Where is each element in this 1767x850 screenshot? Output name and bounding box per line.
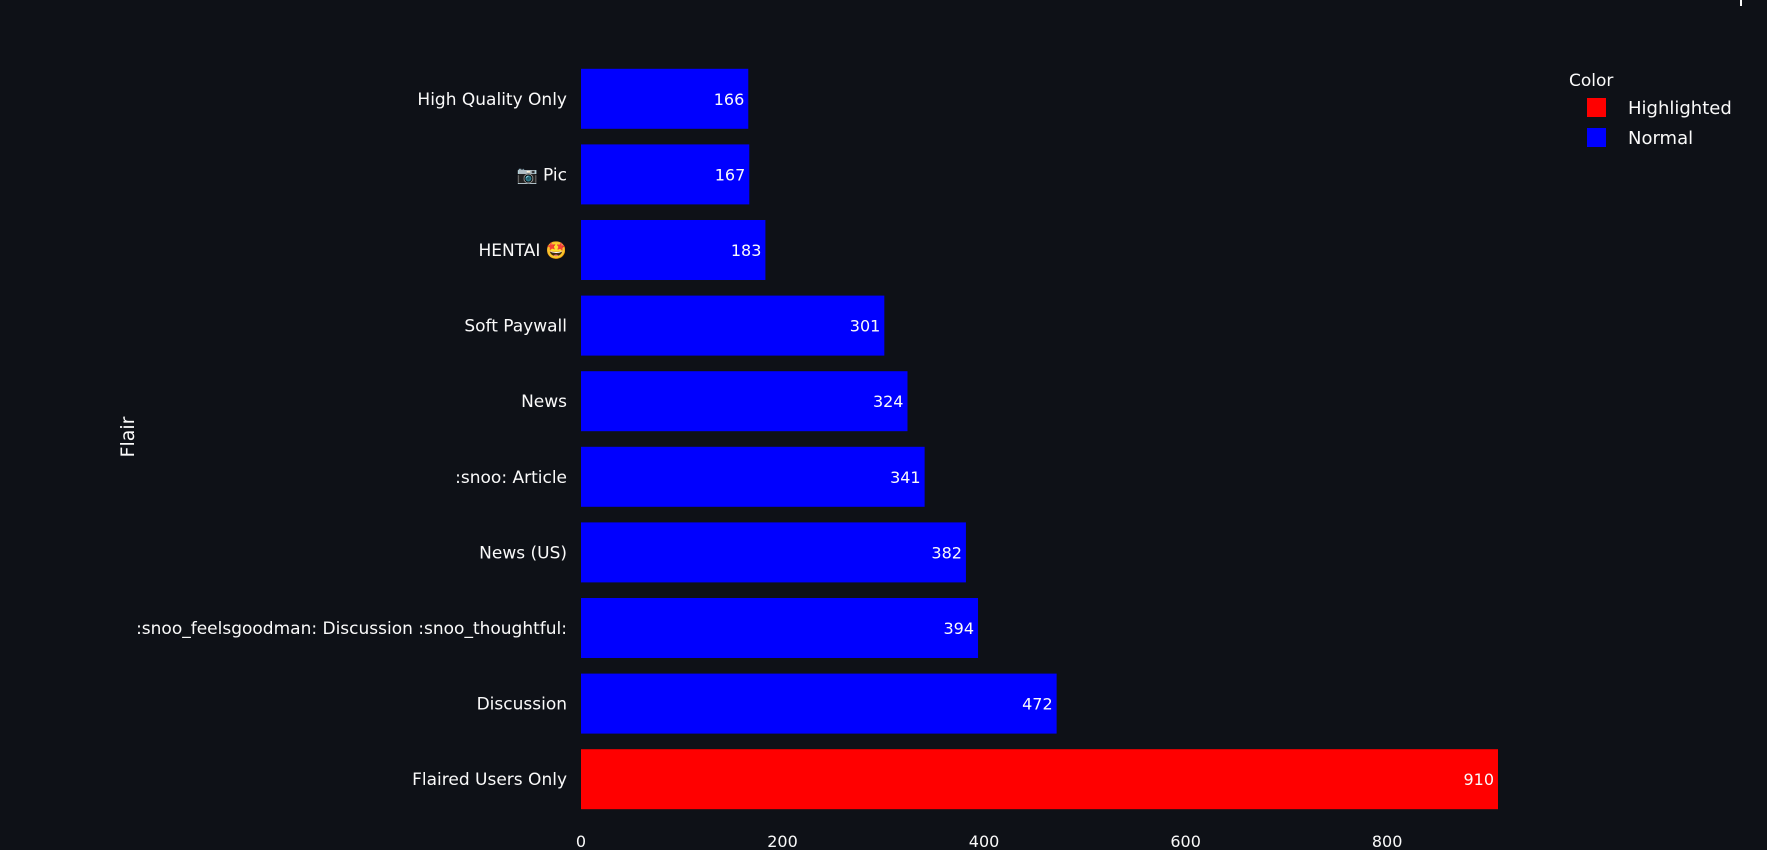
x-tick-label: 400 [969, 832, 1000, 850]
bar[interactable] [581, 295, 885, 356]
x-tick-label: 0 [576, 832, 586, 850]
bar[interactable] [581, 371, 908, 432]
bar-value-label: 167 [715, 165, 746, 184]
category-label: 📷 Pic [516, 165, 567, 185]
y-axis-title: Flair [117, 416, 139, 457]
legend[interactable]: Color Highlighted Normal [1569, 71, 1732, 149]
category-label: High Quality Only [417, 90, 567, 110]
category-label: :snoo_feelsgoodman: Discussion :snoo_tho… [136, 619, 567, 639]
legend-items: Highlighted Normal [1587, 98, 1732, 149]
category-label: Discussion [477, 695, 567, 715]
x-tick-label: 600 [1170, 832, 1201, 850]
bar[interactable] [581, 598, 979, 658]
bar[interactable] [581, 749, 1498, 810]
bar[interactable] [581, 446, 925, 507]
category-label: HENTAI 🤩 [478, 241, 567, 261]
bar-value-label: 341 [890, 468, 921, 487]
bar-value-label: 183 [731, 241, 762, 260]
bar[interactable] [581, 673, 1057, 734]
bars-layer: 166 167 183 301 324 341 382 394 472 910 [581, 68, 1498, 810]
bar[interactable] [581, 522, 966, 583]
category-label: Soft Paywall [464, 317, 567, 337]
category-label: News (US) [479, 543, 567, 563]
x-tick-label: 800 [1372, 832, 1403, 850]
bar[interactable] [581, 220, 766, 280]
x-tick-label: 200 [767, 832, 798, 850]
legend-swatch[interactable] [1587, 128, 1606, 147]
bar-value-label: 166 [714, 90, 745, 109]
bar-value-label: 472 [1022, 695, 1053, 714]
x-axis-ticks: 0 200 400 600 800 [576, 832, 1403, 850]
category-label: News [521, 392, 567, 412]
bar-value-label: 301 [850, 317, 881, 336]
bar-value-label: 910 [1463, 770, 1494, 789]
legend-swatch[interactable] [1587, 98, 1606, 117]
category-label: Flaired Users Only [412, 770, 567, 790]
corner-mark [1740, 0, 1742, 6]
legend-title: Color [1569, 71, 1613, 91]
bar[interactable] [581, 68, 749, 129]
bar-value-label: 382 [931, 543, 962, 562]
bar-value-label: 394 [943, 619, 974, 638]
category-label: :snoo: Article [455, 468, 567, 488]
legend-label[interactable]: Normal [1628, 128, 1693, 149]
bar[interactable] [581, 144, 750, 205]
legend-label[interactable]: Highlighted [1628, 98, 1732, 119]
bar-value-label: 324 [873, 392, 904, 411]
category-labels: High Quality Only 📷 Pic HENTAI 🤩 Soft Paywa… [136, 90, 567, 790]
